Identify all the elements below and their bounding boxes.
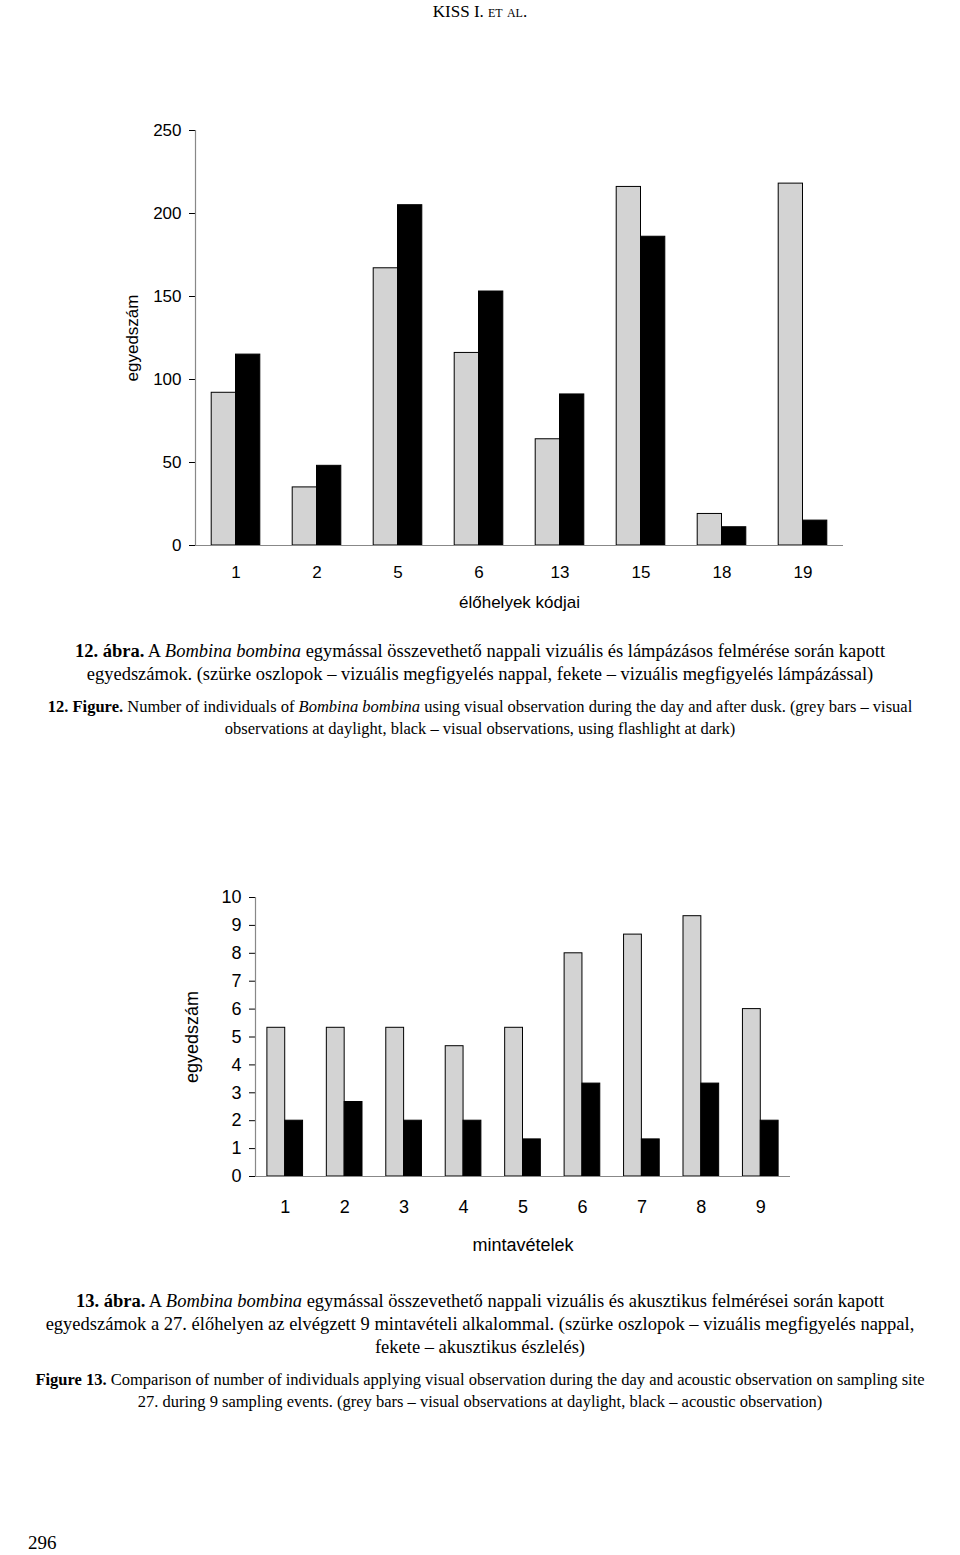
svg-text:egyedszám: egyedszám bbox=[123, 295, 142, 382]
svg-text:1: 1 bbox=[231, 563, 240, 582]
svg-text:8: 8 bbox=[696, 1197, 706, 1217]
html-text:13. ábra. A Bombina bombina eg: 13. ábra. A Bombina bombina egymással ös… bbox=[45, 1291, 915, 1357]
svg-text:9: 9 bbox=[231, 915, 241, 935]
svg-text:250: 250 bbox=[153, 121, 181, 140]
svg-text:9: 9 bbox=[756, 1197, 766, 1217]
svg-text:2: 2 bbox=[312, 563, 321, 582]
svg-text:élőhelyek kódjai: élőhelyek kódjai bbox=[459, 593, 580, 612]
svg-text:0: 0 bbox=[172, 536, 181, 555]
svg-text:4: 4 bbox=[459, 1197, 469, 1217]
svg-text:7: 7 bbox=[231, 971, 241, 991]
svg-text:1: 1 bbox=[231, 1138, 241, 1158]
svg-text:4: 4 bbox=[231, 1055, 241, 1075]
svg-text:5: 5 bbox=[518, 1197, 528, 1217]
svg-text:7: 7 bbox=[637, 1197, 647, 1217]
html-text:12. ábra. A Bombina bombina eg: 12. ábra. A Bombina bombina egymással ös… bbox=[74, 641, 886, 684]
svg-text:mintavételek: mintavételek bbox=[472, 1235, 574, 1255]
svg-text:2: 2 bbox=[340, 1197, 350, 1217]
svg-text:19: 19 bbox=[794, 563, 813, 582]
svg-text:15: 15 bbox=[632, 563, 651, 582]
html-text:12. Figure. Number of individu: 12. Figure. Number of individuals of Bom… bbox=[47, 697, 913, 738]
svg-text:egyedszám: egyedszám bbox=[182, 991, 202, 1083]
svg-text:3: 3 bbox=[399, 1197, 409, 1217]
svg-text:1: 1 bbox=[280, 1197, 290, 1217]
svg-text:10: 10 bbox=[221, 887, 241, 907]
svg-text:8: 8 bbox=[231, 943, 241, 963]
svg-text:50: 50 bbox=[163, 453, 182, 472]
html-text:296: 296 bbox=[28, 1532, 57, 1553]
svg-text:6: 6 bbox=[474, 563, 483, 582]
svg-text:5: 5 bbox=[393, 563, 402, 582]
html-text:Figure 13. Comparison of numbe: Figure 13. Comparison of number of indiv… bbox=[35, 1370, 925, 1411]
svg-text:0: 0 bbox=[231, 1166, 241, 1186]
svg-text:200: 200 bbox=[153, 204, 181, 223]
svg-text:13: 13 bbox=[551, 563, 570, 582]
svg-text:5: 5 bbox=[231, 1027, 241, 1047]
svg-text:3: 3 bbox=[231, 1083, 241, 1103]
svg-text:100: 100 bbox=[153, 370, 181, 389]
svg-text:150: 150 bbox=[153, 287, 181, 306]
svg-text:6: 6 bbox=[577, 1197, 587, 1217]
html-text:KISS I. et al.: KISS I. et al. bbox=[432, 2, 528, 21]
svg-text:6: 6 bbox=[231, 999, 241, 1019]
svg-text:2: 2 bbox=[231, 1110, 241, 1130]
svg-text:18: 18 bbox=[713, 563, 732, 582]
